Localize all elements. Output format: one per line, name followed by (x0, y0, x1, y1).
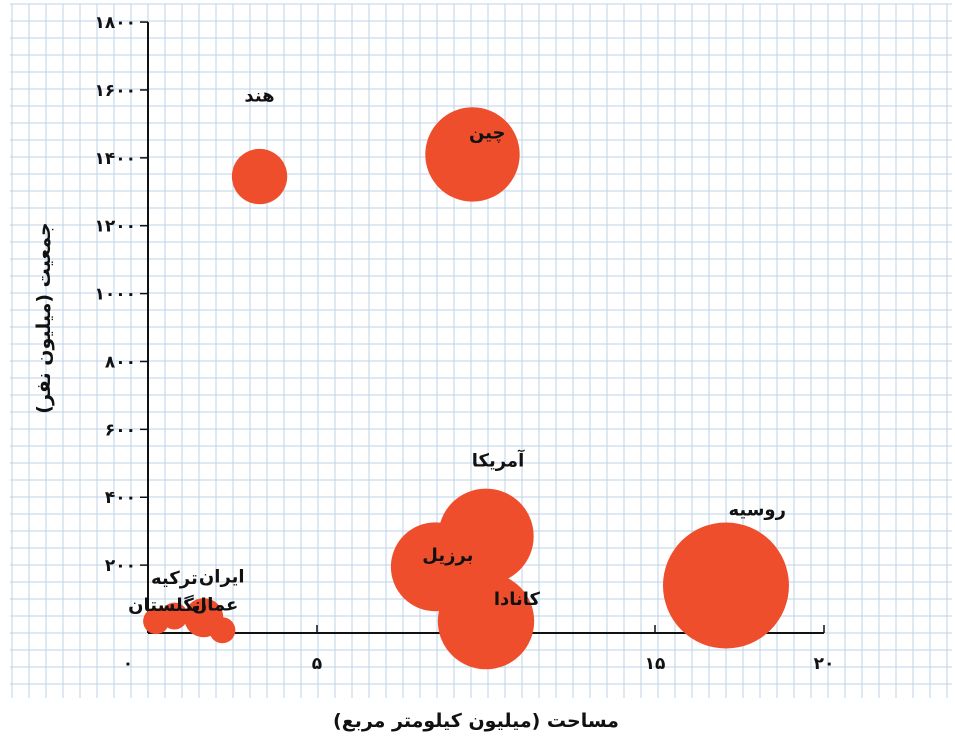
point-label: هند (244, 86, 274, 107)
point-label: چین (469, 122, 506, 143)
point-label: کانادا (494, 589, 541, 610)
x-tick-label: ۰ (123, 654, 133, 674)
point-label: عمان (192, 594, 239, 615)
x-tick-label: ۵ (312, 654, 322, 674)
bubble (231, 148, 288, 205)
bubble (209, 617, 236, 644)
y-axis-title: جمعیت (میلیون نفر) (33, 222, 55, 413)
ticks: ۲۰۰ ۴۰۰ ۶۰۰ ۸۰۰ ۱۰۰۰ ۱۲۰۰ ۱۴۰۰ ۱۶۰۰ ۱۸۰۰ ۰ ۵ ۱۵ ۲۰ (94, 13, 834, 674)
y-tick-label: ۱۸۰۰ (94, 13, 136, 33)
y-tick-label: ۲۰۰ (105, 556, 136, 576)
bubbles (143, 107, 789, 670)
y-tick-label: ۶۰۰ (105, 420, 136, 440)
x-axis-title: مساحت (میلیون کیلومتر مربع) (333, 710, 619, 732)
y-tick-label: ۱۲۰۰ (94, 217, 136, 237)
y-tick-label: ۱۶۰۰ (94, 81, 136, 101)
bubble (662, 522, 789, 649)
point-label: آمریکا (472, 448, 525, 471)
point-label: ایران (199, 567, 245, 588)
bubble (390, 522, 480, 612)
point-label: برزیل (422, 545, 473, 566)
point-label: انگلستان (128, 594, 207, 616)
y-tick-label: ۱۴۰۰ (94, 149, 136, 169)
bubble (425, 107, 520, 202)
point-label: ترکیه (151, 568, 198, 589)
y-tick-label: ۱۰۰۰ (94, 285, 136, 305)
point-labels: هند چین آمریکا برزیل کانادا روسیه انگلستان ترکی… (128, 86, 786, 617)
x-tick-label: ۱۵ (645, 654, 666, 674)
point-label: روسیه (728, 499, 786, 520)
y-tick-label: ۸۰۰ (105, 352, 136, 372)
y-tick-label: ۴۰۰ (105, 488, 136, 508)
bubble (143, 608, 170, 635)
x-tick-label: ۲۰ (814, 654, 835, 674)
